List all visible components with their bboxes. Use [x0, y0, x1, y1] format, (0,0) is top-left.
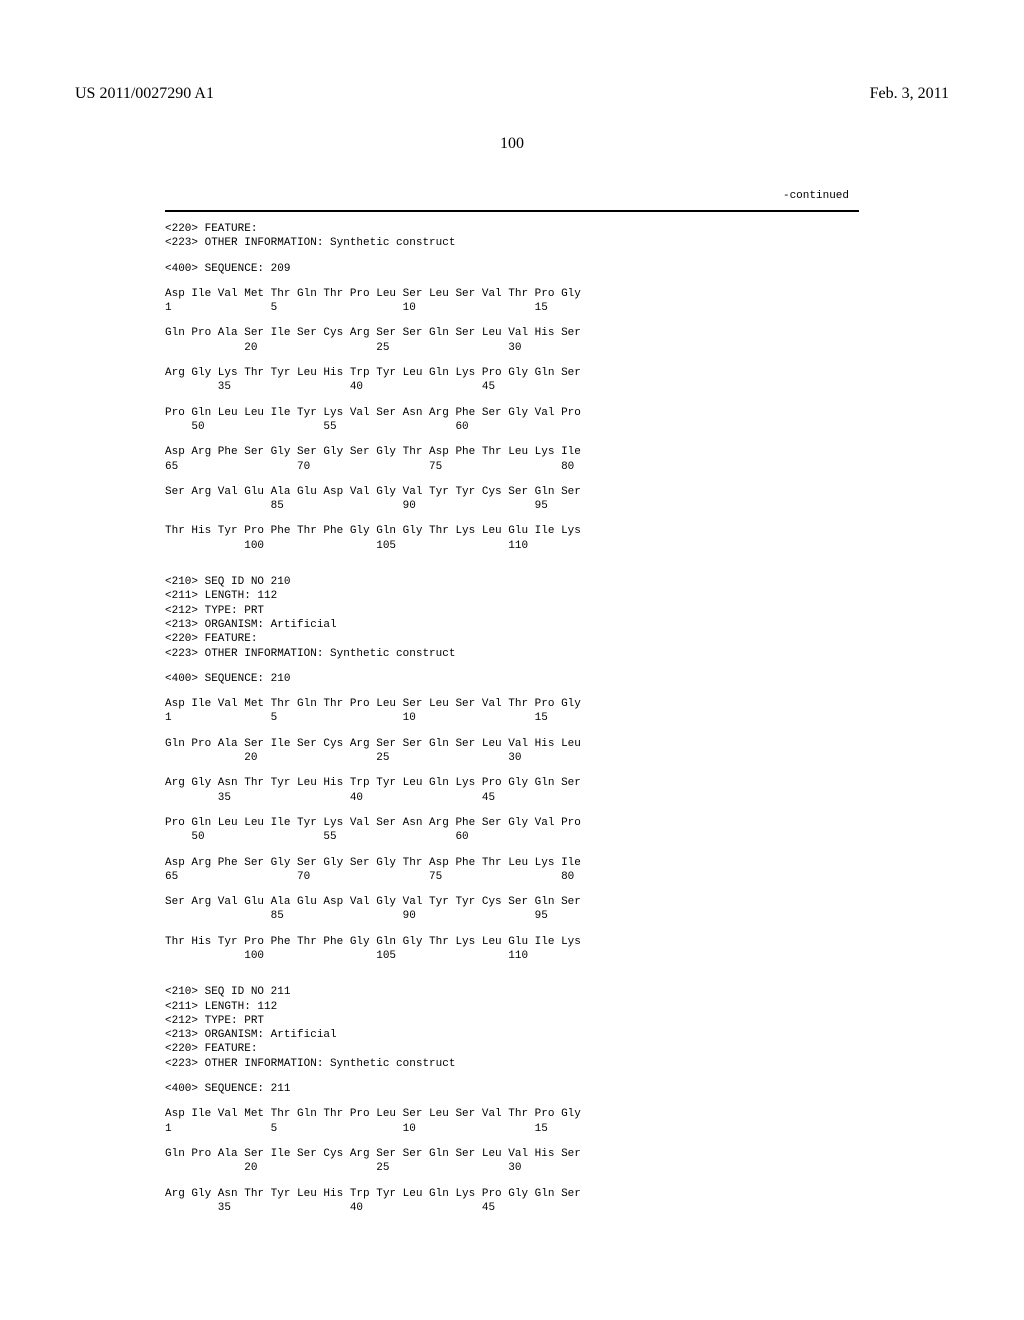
seq-num-line: 1 5 10 15: [165, 301, 859, 315]
blank-line: [165, 974, 859, 985]
blank-line: [165, 434, 859, 445]
seq-num-line: 20 25 30: [165, 341, 859, 355]
blank-line: [165, 845, 859, 856]
seq-num-line: 35 40 45: [165, 380, 859, 394]
page-header: US 2011/0027290 A1 Feb. 3, 2011: [0, 85, 1024, 103]
seq-num-line: 65 70 75 80: [165, 870, 859, 884]
seq-tag-line: <400> SEQUENCE: 209: [165, 262, 859, 276]
blank-line: [165, 765, 859, 776]
seq-tag-line: <223> OTHER INFORMATION: Synthetic const…: [165, 236, 859, 250]
blank-line: [165, 251, 859, 262]
seq-aa-line: Pro Gln Leu Leu Ile Tyr Lys Val Ser Asn …: [165, 816, 859, 830]
blank-line: [165, 355, 859, 366]
seq-tag-line: <211> LENGTH: 112: [165, 1000, 859, 1014]
seq-tag-line: <220> FEATURE:: [165, 632, 859, 646]
seq-num-line: 1 5 10 15: [165, 1122, 859, 1136]
blank-line: [165, 395, 859, 406]
blank-line: [165, 1136, 859, 1147]
blank-line: [165, 315, 859, 326]
seq-num-line: 50 55 60: [165, 830, 859, 844]
sequence-listing: <220> FEATURE:<223> OTHER INFORMATION: S…: [165, 222, 859, 1215]
blank-line: [165, 553, 859, 564]
seq-aa-line: Asp Ile Val Met Thr Gln Thr Pro Leu Ser …: [165, 697, 859, 711]
seq-tag-line: <213> ORGANISM: Artificial: [165, 1028, 859, 1042]
page-number: 100: [0, 135, 1024, 153]
seq-tag-line: <400> SEQUENCE: 210: [165, 672, 859, 686]
continued-label: -continued: [0, 190, 849, 202]
seq-aa-line: Gln Pro Ala Ser Ile Ser Cys Arg Ser Ser …: [165, 737, 859, 751]
seq-num-line: 20 25 30: [165, 751, 859, 765]
pub-number: US 2011/0027290 A1: [75, 85, 214, 103]
blank-line: [165, 661, 859, 672]
blank-line: [165, 726, 859, 737]
seq-num-line: 20 25 30: [165, 1161, 859, 1175]
seq-aa-line: Thr His Tyr Pro Phe Thr Phe Gly Gln Gly …: [165, 935, 859, 949]
seq-aa-line: Arg Gly Asn Thr Tyr Leu His Trp Tyr Leu …: [165, 1187, 859, 1201]
blank-line: [165, 924, 859, 935]
seq-tag-line: <211> LENGTH: 112: [165, 589, 859, 603]
seq-num-line: 100 105 110: [165, 539, 859, 553]
blank-line: [165, 884, 859, 895]
blank-line: [165, 513, 859, 524]
seq-aa-line: Pro Gln Leu Leu Ile Tyr Lys Val Ser Asn …: [165, 406, 859, 420]
seq-num-line: 85 90 95: [165, 909, 859, 923]
seq-aa-line: Thr His Tyr Pro Phe Thr Phe Gly Gln Gly …: [165, 524, 859, 538]
seq-tag-line: <223> OTHER INFORMATION: Synthetic const…: [165, 1057, 859, 1071]
seq-tag-line: <400> SEQUENCE: 211: [165, 1082, 859, 1096]
seq-tag-line: <220> FEATURE:: [165, 222, 859, 236]
seq-tag-line: <223> OTHER INFORMATION: Synthetic const…: [165, 647, 859, 661]
blank-line: [165, 1176, 859, 1187]
seq-tag-line: <213> ORGANISM: Artificial: [165, 618, 859, 632]
seq-num-line: 35 40 45: [165, 1201, 859, 1215]
blank-line: [165, 276, 859, 287]
seq-aa-line: Asp Ile Val Met Thr Gln Thr Pro Leu Ser …: [165, 1107, 859, 1121]
blank-line: [165, 564, 859, 575]
pub-date: Feb. 3, 2011: [870, 85, 949, 103]
seq-aa-line: Asp Arg Phe Ser Gly Ser Gly Ser Gly Thr …: [165, 856, 859, 870]
blank-line: [165, 474, 859, 485]
seq-aa-line: Ser Arg Val Glu Ala Glu Asp Val Gly Val …: [165, 485, 859, 499]
seq-aa-line: Arg Gly Asn Thr Tyr Leu His Trp Tyr Leu …: [165, 776, 859, 790]
seq-tag-line: <212> TYPE: PRT: [165, 604, 859, 618]
seq-tag-line: <220> FEATURE:: [165, 1042, 859, 1056]
seq-aa-line: Arg Gly Lys Thr Tyr Leu His Trp Tyr Leu …: [165, 366, 859, 380]
seq-num-line: 1 5 10 15: [165, 711, 859, 725]
seq-num-line: 85 90 95: [165, 499, 859, 513]
seq-tag-line: <212> TYPE: PRT: [165, 1014, 859, 1028]
horizontal-rule: [165, 210, 859, 212]
seq-aa-line: Asp Arg Phe Ser Gly Ser Gly Ser Gly Thr …: [165, 445, 859, 459]
seq-aa-line: Asp Ile Val Met Thr Gln Thr Pro Leu Ser …: [165, 287, 859, 301]
blank-line: [165, 1096, 859, 1107]
blank-line: [165, 805, 859, 816]
blank-line: [165, 686, 859, 697]
seq-num-line: 65 70 75 80: [165, 460, 859, 474]
seq-aa-line: Gln Pro Ala Ser Ile Ser Cys Arg Ser Ser …: [165, 326, 859, 340]
seq-tag-line: <210> SEQ ID NO 211: [165, 985, 859, 999]
seq-aa-line: Gln Pro Ala Ser Ile Ser Cys Arg Ser Ser …: [165, 1147, 859, 1161]
blank-line: [165, 1071, 859, 1082]
seq-tag-line: <210> SEQ ID NO 210: [165, 575, 859, 589]
seq-num-line: 100 105 110: [165, 949, 859, 963]
seq-aa-line: Ser Arg Val Glu Ala Glu Asp Val Gly Val …: [165, 895, 859, 909]
blank-line: [165, 963, 859, 974]
seq-num-line: 35 40 45: [165, 791, 859, 805]
seq-num-line: 50 55 60: [165, 420, 859, 434]
